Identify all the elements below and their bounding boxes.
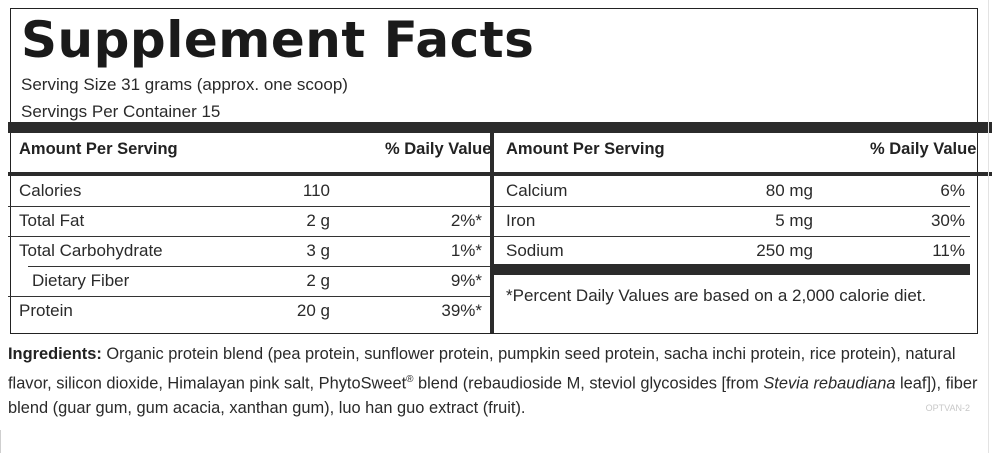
row-divider bbox=[494, 236, 970, 237]
left-header-amount: Amount Per Serving bbox=[19, 140, 178, 158]
ingredients-part-3: leaf]), fiber blend (guar gum, gum acaci… bbox=[8, 374, 978, 418]
row-dv: 30% bbox=[930, 211, 965, 230]
row-dv: 2%* bbox=[450, 211, 482, 230]
right-header-dv: % Daily Value bbox=[870, 140, 977, 158]
row-amount: 80 mg bbox=[765, 181, 813, 200]
right-edge-line bbox=[988, 0, 989, 453]
ingredients-italic: Stevia rebaudiana bbox=[763, 374, 896, 393]
servings-per-container: Servings Per Container 15 bbox=[21, 102, 221, 121]
dv-footnote: *Percent Daily Values are based on a 2,0… bbox=[506, 286, 927, 305]
row-dv: 39%* bbox=[441, 301, 482, 320]
row-dv: 1%* bbox=[450, 241, 482, 260]
registered-mark: ® bbox=[406, 374, 414, 385]
row-divider bbox=[494, 206, 970, 207]
column-divider bbox=[490, 133, 494, 333]
row-name: Calories bbox=[19, 181, 82, 200]
panel-title: Supplement Facts bbox=[21, 11, 535, 69]
row-amount: 20 g bbox=[296, 301, 330, 320]
row-name: Total Fat bbox=[19, 211, 85, 230]
row-divider bbox=[8, 236, 490, 237]
row-name: Iron bbox=[506, 211, 536, 230]
supplement-facts-panel: Supplement Facts Serving Size 31 grams (… bbox=[10, 8, 978, 334]
header-divider bbox=[8, 172, 992, 176]
row-name: Sodium bbox=[506, 241, 564, 260]
ingredients-part-1: Organic protein blend (pea protein, sunf… bbox=[8, 345, 956, 393]
right-header-amount: Amount Per Serving bbox=[506, 140, 665, 158]
ingredients-text: Ingredients: Organic protein blend (pea … bbox=[8, 342, 988, 421]
row-amount: 2 g bbox=[306, 271, 330, 290]
row-dv: 11% bbox=[932, 241, 965, 260]
row-amount: 2 g bbox=[306, 211, 330, 230]
row-amount: 250 mg bbox=[756, 241, 813, 260]
row-amount: 110 bbox=[302, 181, 330, 200]
ingredients-label: Ingredients: bbox=[8, 345, 102, 363]
row-dv: 9%* bbox=[450, 271, 482, 290]
row-name: Protein bbox=[19, 301, 73, 320]
left-edge-line bbox=[0, 430, 1, 453]
row-amount: 3 g bbox=[306, 241, 330, 260]
thick-divider-right bbox=[494, 264, 970, 275]
ingredients-part-2: blend (rebaudioside M, steviol glycoside… bbox=[413, 374, 764, 393]
row-name: Calcium bbox=[506, 181, 568, 200]
row-name: Total Carbohydrate bbox=[19, 241, 163, 260]
row-divider bbox=[8, 296, 490, 297]
serving-size: Serving Size 31 grams (approx. one scoop… bbox=[21, 75, 348, 94]
left-header-dv: % Daily Value bbox=[385, 140, 492, 158]
row-amount: 5 mg bbox=[775, 211, 813, 230]
row-name: Dietary Fiber bbox=[32, 271, 130, 290]
row-dv: 6% bbox=[940, 181, 965, 200]
product-code: OPTVAN-2 bbox=[925, 403, 970, 413]
thick-divider bbox=[8, 122, 992, 133]
row-divider bbox=[8, 206, 490, 207]
row-divider bbox=[28, 266, 490, 267]
